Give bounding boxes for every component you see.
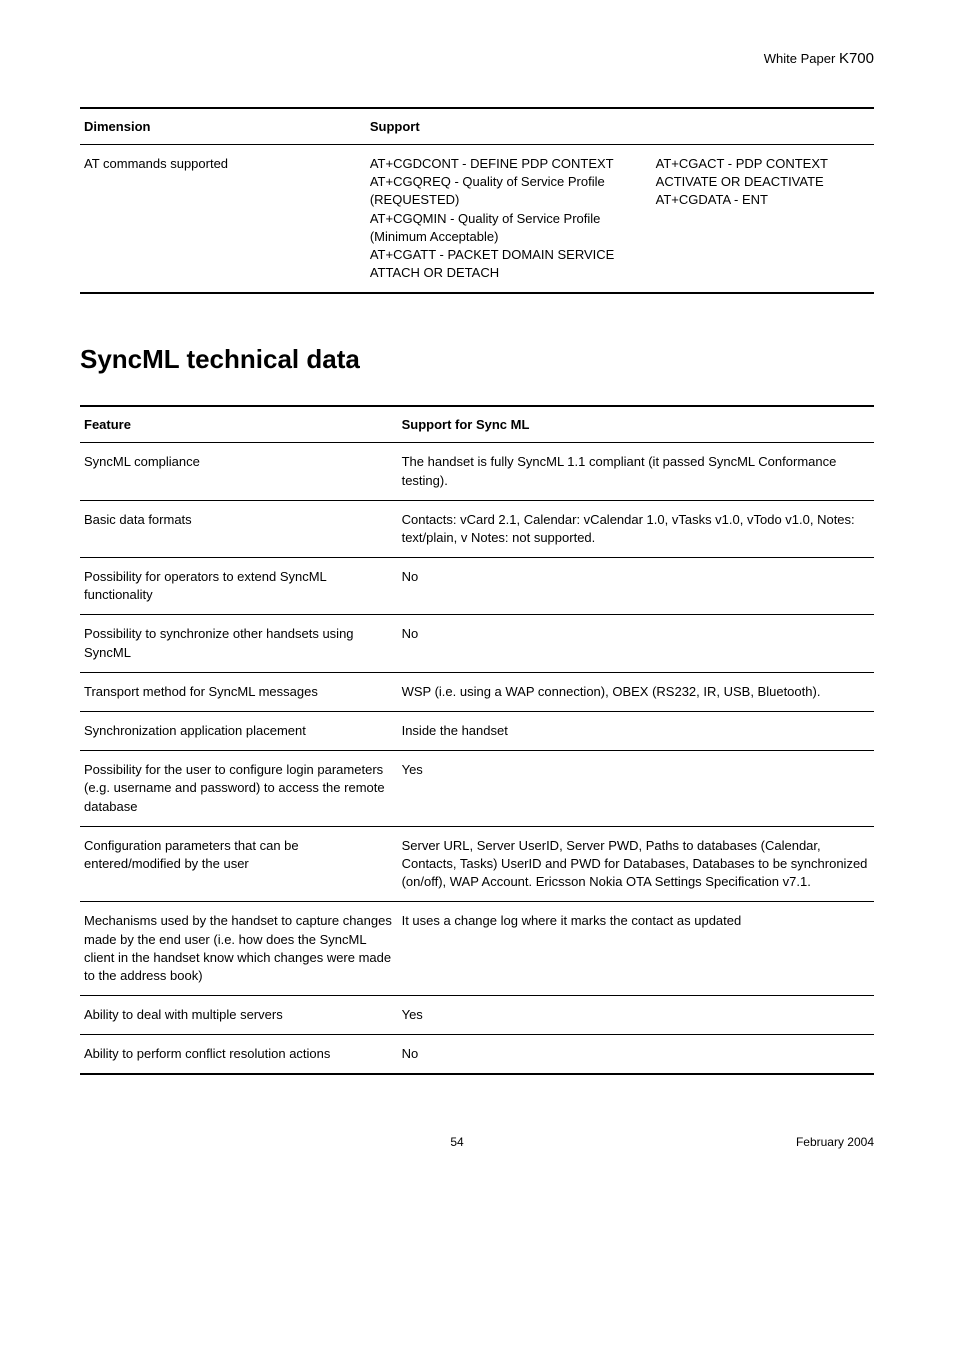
cell-feature: Possibility to synchronize other handset… — [80, 615, 398, 672]
page-footer: 54 February 2004 — [80, 1135, 874, 1149]
table-row: Possibility for the user to configure lo… — [80, 751, 874, 827]
table-row: Configuration parameters that can be ent… — [80, 826, 874, 902]
cell-support: Inside the handset — [398, 712, 874, 751]
table-row: Transport method for SyncML messagesWSP … — [80, 672, 874, 711]
cell-support-left: AT+CGDCONT - DEFINE PDP CONTEXT AT+CGQRE… — [366, 145, 652, 294]
white-paper-label: White Paper — [764, 51, 836, 66]
col-header-support: Support — [366, 108, 874, 145]
footer-left-spacer — [80, 1135, 180, 1149]
col-header-dimension: Dimension — [80, 108, 366, 145]
cell-support: Contacts: vCard 2.1, Calendar: vCalendar… — [398, 500, 874, 557]
table-row: Possibility for operators to extend Sync… — [80, 558, 874, 615]
table-row: Possibility to synchronize other handset… — [80, 615, 874, 672]
cell-feature: Configuration parameters that can be ent… — [80, 826, 398, 902]
cell-support: Yes — [398, 751, 874, 827]
cell-support: The handset is fully SyncML 1.1 complian… — [398, 443, 874, 500]
cell-support: Server URL, Server UserID, Server PWD, P… — [398, 826, 874, 902]
cell-feature: Possibility for operators to extend Sync… — [80, 558, 398, 615]
cell-support: No — [398, 615, 874, 672]
cell-support: It uses a change log where it marks the … — [398, 902, 874, 996]
model-label: K700 — [839, 50, 874, 67]
cell-support: Yes — [398, 996, 874, 1035]
col-header-feature: Feature — [80, 406, 398, 443]
cell-feature: Possibility for the user to configure lo… — [80, 751, 398, 827]
page-header: White Paper K700 — [80, 50, 874, 67]
col-header-support-ml: Support for Sync ML — [398, 406, 874, 443]
cell-feature: Ability to deal with multiple servers — [80, 996, 398, 1035]
cell-support: No — [398, 558, 874, 615]
cell-feature: Basic data formats — [80, 500, 398, 557]
section-title: SyncML technical data — [80, 344, 874, 375]
cell-feature: Synchronization application placement — [80, 712, 398, 751]
table-row: Basic data formatsContacts: vCard 2.1, C… — [80, 500, 874, 557]
table-row: AT commands supported AT+CGDCONT - DEFIN… — [80, 145, 874, 294]
footer-date: February 2004 — [734, 1135, 874, 1149]
cell-support: No — [398, 1035, 874, 1075]
syncml-table: Feature Support for Sync ML SyncML compl… — [80, 405, 874, 1075]
page-number: 54 — [180, 1135, 734, 1149]
table-row: Ability to deal with multiple serversYes — [80, 996, 874, 1035]
table-row: Mechanisms used by the handset to captur… — [80, 902, 874, 996]
cell-feature: SyncML compliance — [80, 443, 398, 500]
table-row: SyncML complianceThe handset is fully Sy… — [80, 443, 874, 500]
cell-support-right: AT+CGACT - PDP CONTEXT ACTIVATE OR DEACT… — [652, 145, 874, 294]
table-row: Synchronization application placementIns… — [80, 712, 874, 751]
dimension-support-table: Dimension Support AT commands supported … — [80, 107, 874, 294]
cell-dimension: AT commands supported — [80, 145, 366, 294]
cell-support: WSP (i.e. using a WAP connection), OBEX … — [398, 672, 874, 711]
table-row: Ability to perform conflict resolution a… — [80, 1035, 874, 1075]
cell-feature: Ability to perform conflict resolution a… — [80, 1035, 398, 1075]
cell-feature: Mechanisms used by the handset to captur… — [80, 902, 398, 996]
cell-feature: Transport method for SyncML messages — [80, 672, 398, 711]
